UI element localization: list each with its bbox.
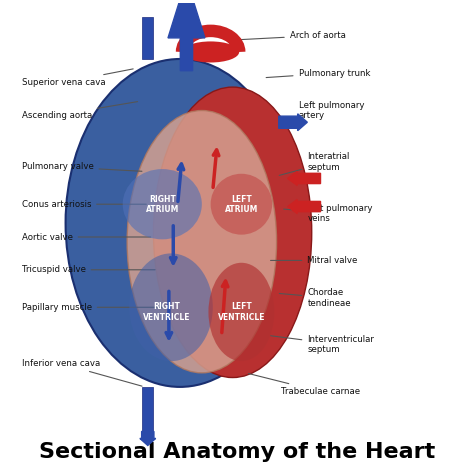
Text: Superior vena cava: Superior vena cava — [22, 69, 133, 87]
Ellipse shape — [123, 169, 202, 239]
Text: Arch of aorta: Arch of aorta — [231, 31, 346, 40]
Text: Tricuspid valve: Tricuspid valve — [22, 265, 155, 274]
Bar — [143, 17, 154, 59]
Text: Interatrial
septum: Interatrial septum — [279, 152, 350, 175]
Ellipse shape — [129, 254, 213, 361]
Text: LEFT
VENTRICLE: LEFT VENTRICLE — [218, 302, 265, 322]
Text: RIGHT
ATRIUM: RIGHT ATRIUM — [146, 194, 179, 214]
Text: Mitral valve: Mitral valve — [271, 256, 358, 265]
Text: Left pulmonary
artery: Left pulmonary artery — [283, 101, 364, 120]
Text: Ascending aorta: Ascending aorta — [22, 101, 137, 120]
Text: Interventricular
septum: Interventricular septum — [271, 335, 374, 355]
Text: Chordae
tendineae: Chordae tendineae — [279, 288, 351, 308]
FancyArrow shape — [288, 200, 320, 214]
FancyArrow shape — [279, 114, 307, 131]
Ellipse shape — [210, 174, 272, 235]
FancyArrow shape — [140, 431, 155, 446]
Bar — [143, 387, 154, 434]
Ellipse shape — [127, 110, 276, 373]
FancyArrow shape — [288, 172, 320, 185]
Text: Left pulmonary
veins: Left pulmonary veins — [284, 204, 373, 223]
Text: Aortic valve: Aortic valve — [22, 233, 151, 241]
Text: RIGHT
VENTRICLE: RIGHT VENTRICLE — [143, 302, 191, 322]
Ellipse shape — [65, 59, 294, 387]
Text: Pulmonary valve: Pulmonary valve — [22, 162, 142, 171]
Text: Conus arteriosis: Conus arteriosis — [22, 200, 146, 209]
Text: Pulmonary trunk: Pulmonary trunk — [266, 69, 370, 78]
Text: Sectional Anatomy of the Heart: Sectional Anatomy of the Heart — [39, 443, 435, 463]
FancyArrow shape — [168, 0, 205, 71]
Ellipse shape — [182, 41, 239, 63]
Text: Trabeculae carnae: Trabeculae carnae — [248, 374, 360, 396]
Text: Inferior vena cava: Inferior vena cava — [22, 359, 142, 386]
Ellipse shape — [209, 263, 274, 361]
Ellipse shape — [154, 87, 312, 377]
Text: LEFT
ATRIUM: LEFT ATRIUM — [225, 194, 258, 214]
Text: Papillary muscle: Papillary muscle — [22, 303, 164, 312]
